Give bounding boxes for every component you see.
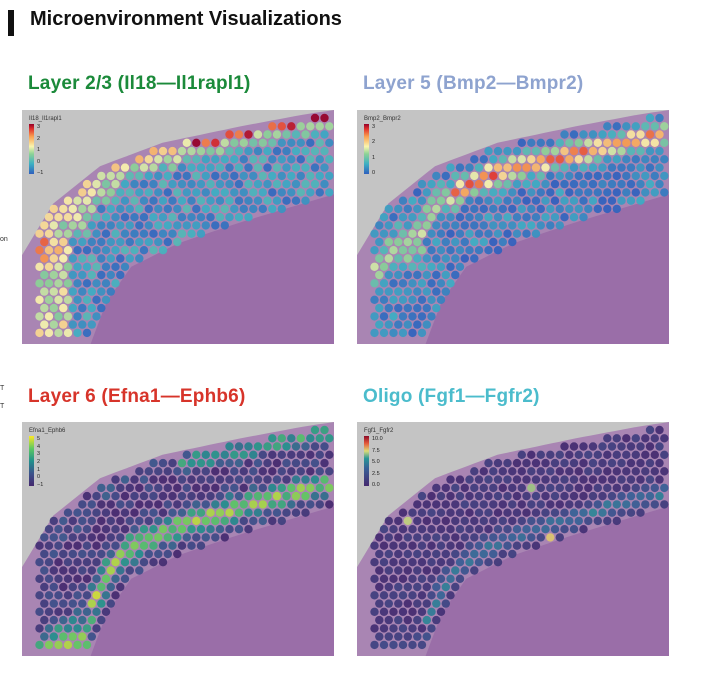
spot-layer-layer6: [22, 422, 334, 656]
legend-tick: 5.0: [372, 459, 380, 465]
legend-colorbar: [29, 124, 34, 174]
side-fragment-1: on: [0, 236, 8, 243]
legend-tick: 3: [372, 124, 376, 130]
panel-title-layer6: Layer 6 (Efna1—Ephb6): [28, 386, 246, 407]
spatial-map-layer5: Bmp2_Bmpr2 3 2 1 0: [357, 110, 669, 344]
spot-layer-layer5: [357, 110, 669, 344]
legend-oligo: Fgf1_Fgfr2 10.0 7.5 5.0 2.5 0.0: [364, 428, 393, 488]
spots: [35, 425, 334, 650]
section-marker: [8, 10, 14, 36]
spots: [35, 113, 334, 338]
legend-tick: 3: [37, 451, 41, 458]
page-title: Microenvironment Visualizations: [30, 8, 342, 30]
legend-tick: 5: [37, 436, 41, 442]
legend-tick: 3: [37, 124, 41, 130]
legend-tick: 4: [37, 443, 41, 450]
panel-title-layer5: Layer 5 (Bmp2—Bmpr2): [363, 73, 584, 94]
legend-tick: 0: [372, 170, 376, 176]
legend-title: Efna1_Ephb6: [29, 428, 66, 434]
spatial-map-oligo: Fgf1_Fgfr2 10.0 7.5 5.0 2.5 0.0: [357, 422, 669, 656]
spatial-map-layer6: Efna1_Ephb6 5 4 3 2 1 0 −1: [22, 422, 334, 656]
legend-tick: 10.0: [372, 436, 383, 442]
legend-body: 5 4 3 2 1 0 −1: [29, 436, 65, 488]
legend-colorbar: [364, 436, 369, 486]
spatial-map-layer23: Il18_Il1rapl1 3 2 1 0 −1: [22, 110, 334, 344]
legend-tick: 0: [37, 158, 41, 165]
legend-body: 10.0 7.5 5.0 2.5 0.0: [364, 436, 393, 488]
panel-title-layer23: Layer 2/3 (Il18—Il1rapl1): [28, 73, 251, 94]
legend-colorbar: [29, 436, 34, 486]
legend-title: Il18_Il1rapl1: [29, 116, 62, 122]
spots: [370, 425, 669, 650]
legend-tick: 7.5: [372, 447, 380, 454]
legend-body: 3 2 1 0: [364, 124, 401, 176]
legend-colorbar: [364, 124, 369, 174]
legend-tick: 2: [37, 135, 41, 142]
legend-tick: 1: [37, 147, 41, 153]
legend-tick: 2: [372, 139, 376, 146]
legend-layer23: Il18_Il1rapl1 3 2 1 0 −1: [29, 116, 62, 176]
legend-layer6: Efna1_Ephb6 5 4 3 2 1 0 −1: [29, 428, 65, 488]
inner-tissue: [90, 506, 334, 656]
legend-tick: 0: [37, 474, 41, 481]
inner-tissue: [425, 194, 669, 344]
legend-title: Bmp2_Bmpr2: [364, 116, 401, 122]
spots: [370, 113, 669, 338]
legend-tick: 0.0: [372, 482, 380, 488]
legend-tick: −1: [37, 170, 44, 176]
inner-tissue: [425, 506, 669, 656]
side-fragment-2: T: [0, 385, 5, 392]
spot-layer-layer23: [22, 110, 334, 344]
inner-tissue: [90, 194, 334, 344]
legend-tick: −1: [37, 482, 44, 488]
legend-tick: 2.5: [372, 470, 380, 477]
legend-tick: 1: [372, 154, 376, 161]
spot-layer-oligo: [357, 422, 669, 656]
panel-title-oligo: Oligo (Fgf1—Fgfr2): [363, 386, 540, 407]
legend-title: Fgf1_Fgfr2: [364, 428, 394, 434]
legend-tick: 1: [37, 466, 41, 473]
side-fragment-3: T: [0, 403, 5, 410]
legend-tick: 2: [37, 459, 41, 465]
legend-layer5: Bmp2_Bmpr2 3 2 1 0: [364, 116, 401, 176]
legend-body: 3 2 1 0 −1: [29, 124, 62, 176]
